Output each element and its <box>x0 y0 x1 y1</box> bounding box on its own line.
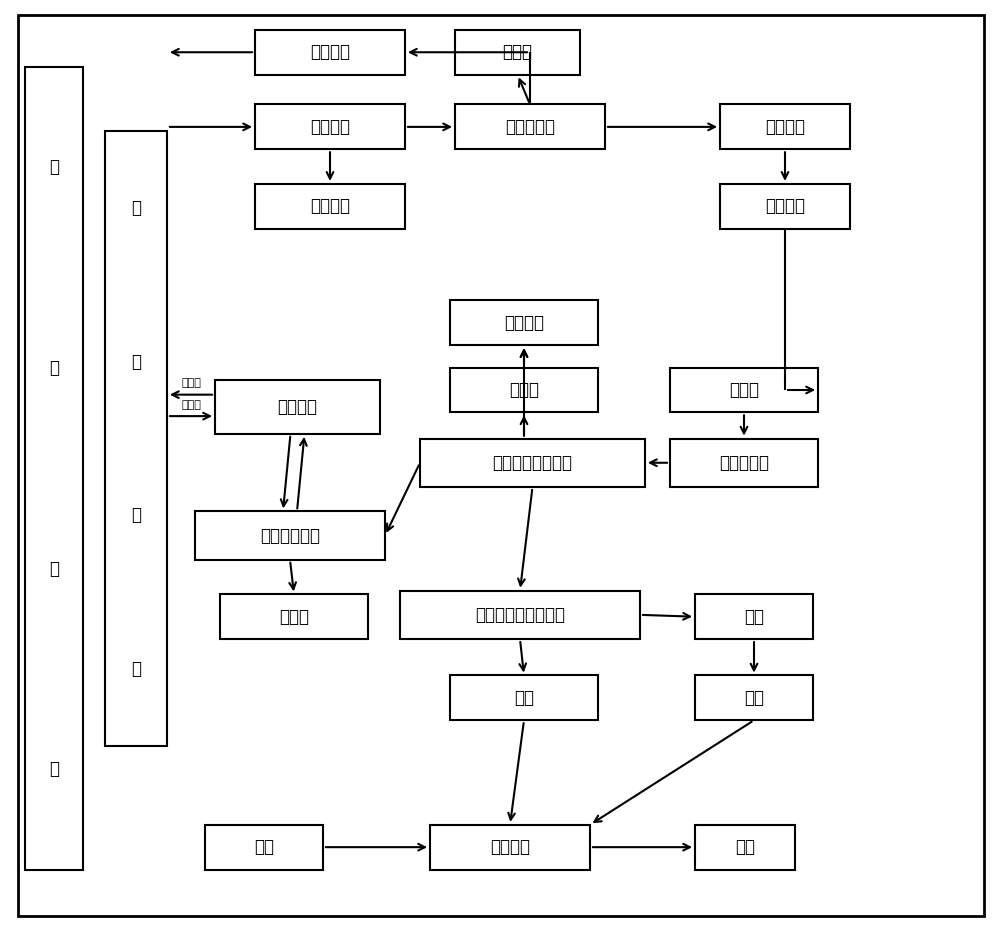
Text: 杂质回收: 杂质回收 <box>310 197 350 216</box>
Text: 混合汽体: 混合汽体 <box>504 313 544 332</box>
Text: 进料斗: 进料斗 <box>729 381 759 399</box>
FancyBboxPatch shape <box>255 30 405 75</box>
Text: 湖: 湖 <box>49 359 59 377</box>
FancyBboxPatch shape <box>670 439 818 487</box>
Text: 吸: 吸 <box>131 199 141 216</box>
Text: 河: 河 <box>49 159 59 176</box>
FancyBboxPatch shape <box>695 675 813 720</box>
Text: 上清液: 上清液 <box>503 43 533 62</box>
FancyBboxPatch shape <box>255 184 405 229</box>
Text: 炉渣: 炉渣 <box>744 607 764 626</box>
FancyBboxPatch shape <box>720 184 850 229</box>
FancyBboxPatch shape <box>670 368 818 412</box>
Text: 尾气: 尾气 <box>514 689 534 707</box>
Text: 空气: 空气 <box>254 838 274 856</box>
Text: 热交换器: 热交换器 <box>490 838 530 856</box>
Text: 装: 装 <box>131 507 141 524</box>
Text: 热风: 热风 <box>744 689 764 707</box>
FancyBboxPatch shape <box>450 300 598 345</box>
FancyBboxPatch shape <box>450 368 598 412</box>
FancyBboxPatch shape <box>220 594 368 639</box>
FancyBboxPatch shape <box>105 131 167 746</box>
Text: 排水装置: 排水装置 <box>310 43 350 62</box>
Text: 排放: 排放 <box>735 838 755 856</box>
FancyBboxPatch shape <box>695 825 795 870</box>
Text: 循环水: 循环水 <box>181 378 201 388</box>
FancyBboxPatch shape <box>25 67 83 870</box>
FancyBboxPatch shape <box>720 104 850 149</box>
FancyBboxPatch shape <box>205 825 323 870</box>
FancyBboxPatch shape <box>420 439 645 487</box>
FancyBboxPatch shape <box>695 594 813 639</box>
Text: 生物质颗粒燃烧设备: 生物质颗粒燃烧设备 <box>475 606 565 624</box>
Text: 脱水装置: 脱水装置 <box>765 118 805 136</box>
FancyBboxPatch shape <box>195 511 385 560</box>
Text: 进水装置: 进水装置 <box>278 397 318 416</box>
Text: 除杂装置: 除杂装置 <box>310 118 350 136</box>
Text: 循环水: 循环水 <box>181 399 201 410</box>
FancyBboxPatch shape <box>450 675 598 720</box>
Text: 泥: 泥 <box>131 353 141 370</box>
Text: 库: 库 <box>49 560 59 578</box>
Text: 炭泥冷却设备: 炭泥冷却设备 <box>260 526 320 545</box>
Text: 置: 置 <box>131 661 141 678</box>
Text: 螺旋输送机: 螺旋输送机 <box>719 453 769 472</box>
Text: 塘: 塘 <box>49 760 59 778</box>
Text: 卸料斗: 卸料斗 <box>279 607 309 626</box>
Text: 无氧裂解炭化装置: 无氧裂解炭化装置 <box>492 453 572 472</box>
FancyBboxPatch shape <box>400 591 640 639</box>
Text: 淤泥沉淀池: 淤泥沉淀池 <box>505 118 555 136</box>
FancyBboxPatch shape <box>255 104 405 149</box>
FancyBboxPatch shape <box>455 104 605 149</box>
FancyBboxPatch shape <box>215 380 380 434</box>
FancyBboxPatch shape <box>455 30 580 75</box>
FancyBboxPatch shape <box>430 825 590 870</box>
Text: 燃烧室: 燃烧室 <box>509 381 539 399</box>
Text: 脱水淤泥: 脱水淤泥 <box>765 197 805 216</box>
